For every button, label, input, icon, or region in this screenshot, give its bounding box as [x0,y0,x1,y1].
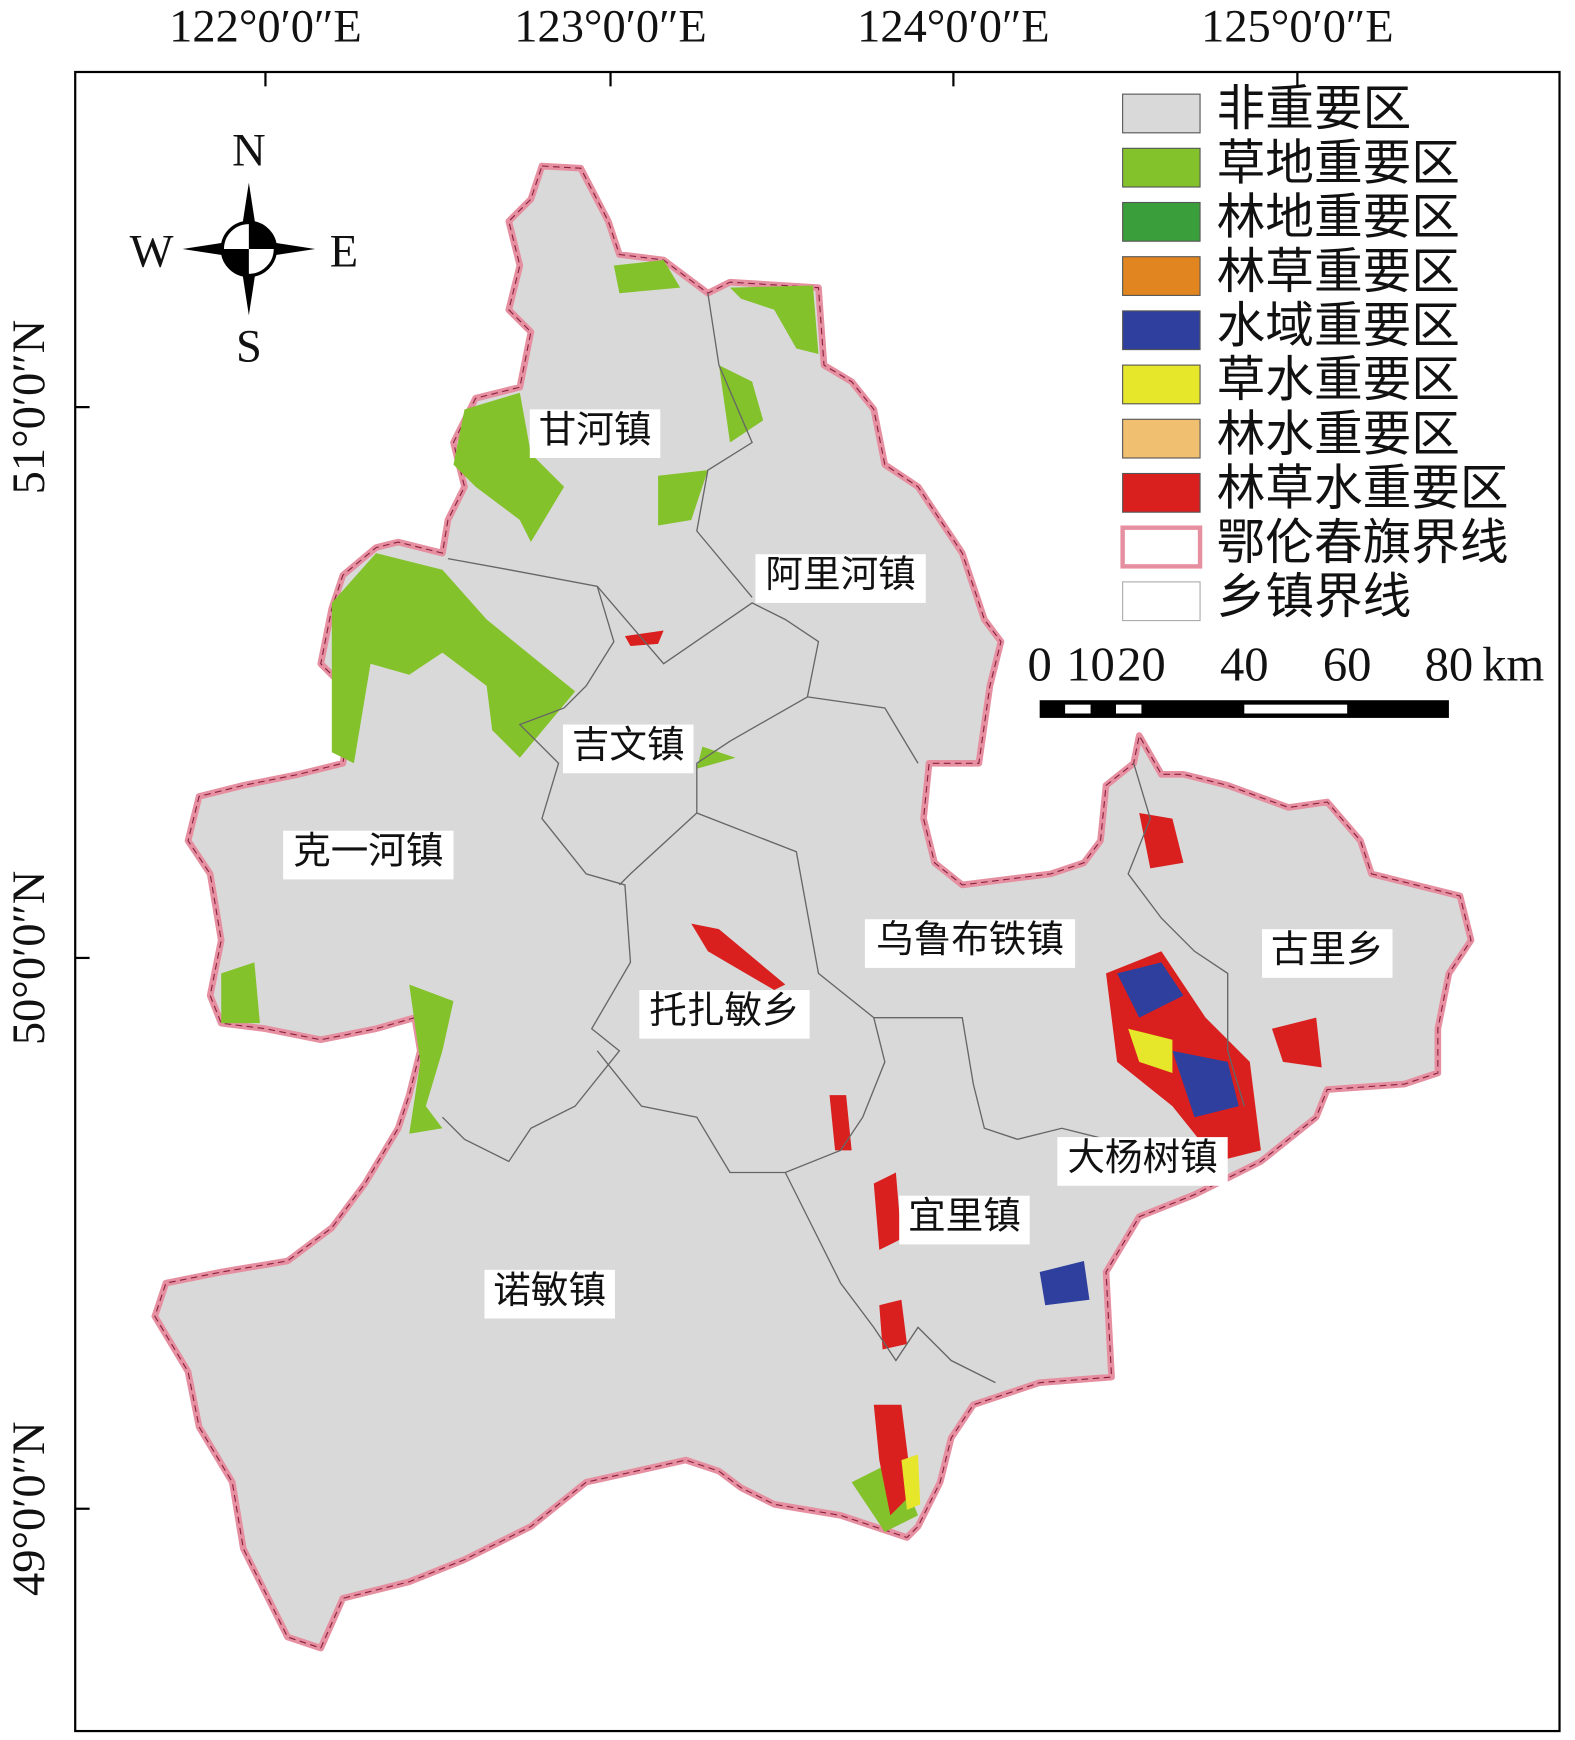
town-label: 乌鲁布铁镇 [876,919,1064,961]
scale-label: 40 [1220,637,1269,691]
scale-bar-segment [1065,704,1091,714]
scale-label: 20 [1117,637,1166,691]
legend-label: 乡镇界线 [1217,570,1412,624]
town-label: 大杨树镇 [1067,1137,1217,1179]
y-axis-label: 50°0′0″N [4,871,55,1045]
town-boundaries [441,293,1245,1384]
scale-bar-segment [1115,704,1142,714]
town-label-bg [1057,1137,1228,1186]
legend-label: 草水重要区 [1217,353,1460,407]
compass-east: E [330,226,358,277]
compass-south: S [236,321,262,372]
x-axis-label: 123°0′0″E [514,2,707,53]
scale-label: 80 [1425,637,1474,691]
region-outline-dash [154,165,1472,1649]
legend-swatch [1120,525,1203,569]
legend-swatch [1122,256,1201,296]
y-axis-label: 49°0′0″N [4,1421,55,1595]
town-label: 阿里河镇 [765,554,915,596]
scale-bar-segment [1244,704,1348,714]
x-axis-label: 125°0′0″E [1201,2,1394,53]
legend: 非重要区草地重要区林地重要区林草重要区水域重要区草水重要区林水重要区林草水重要区… [1120,82,1509,624]
legend-label: 林草重要区 [1217,245,1460,299]
compass-west: W [130,226,174,277]
town-label: 托扎敏乡 [649,990,799,1032]
grassland-patches [221,260,919,1532]
legend-label: 草地重要区 [1217,136,1460,190]
town-label: 克一河镇 [293,831,443,873]
labels: 122°0′0″E 123°0′0″E 124°0′0″E 125°0′0″E 51°0… [4,2,1394,1596]
town-label-bg [562,724,694,774]
legend-swatch [1122,93,1201,134]
town-label: 古里乡 [1271,929,1384,971]
legend-swatch [1122,147,1201,188]
town-label: 宜里镇 [908,1196,1021,1238]
town-label: 诺敏镇 [493,1270,606,1312]
legend-label: 林水重要区 [1217,407,1460,461]
legend-label: 非重要区 [1217,82,1412,136]
legend-swatch [1122,472,1201,513]
town-label-bg [484,1269,615,1319]
critical-patches [624,630,1322,1516]
town-label: 甘河镇 [539,409,652,451]
legend-swatch [1122,310,1201,351]
town-label-bg [864,919,1076,968]
scale-label: 0 [1028,637,1052,691]
compass-north: N [232,126,266,177]
y-axis-label: 51°0′0″N [4,320,55,494]
north-arrow: N S W E [130,126,359,373]
town-label-bg [899,1195,1030,1245]
scale-unit: km [1482,637,1544,691]
legend-label: 鄂伦春旗界线 [1217,516,1509,570]
region [151,162,1475,1652]
legend-swatch [1122,201,1201,242]
town-label-bg [639,990,810,1039]
scale-label: 10 [1066,637,1115,691]
town-label: 吉文镇 [572,725,685,767]
scale-label: 60 [1323,637,1372,691]
town-label-bg [529,409,661,459]
x-axis-label: 124°0′0″E [857,2,1050,53]
legend-swatch [1122,581,1201,622]
x-axis-label: 122°0′0″E [169,2,362,53]
legend-label: 林地重要区 [1217,191,1460,245]
legend-swatch [1122,364,1201,405]
legend-label: 水域重要区 [1217,299,1460,353]
town-label-bg [1261,929,1393,978]
legend-label: 林草水重要区 [1217,462,1509,516]
town-label-bg [283,830,454,880]
town-label-bg [755,554,926,603]
scale-bar: 0 10 20 40 60 80 km [1028,637,1544,718]
legend-swatch [1122,418,1201,459]
